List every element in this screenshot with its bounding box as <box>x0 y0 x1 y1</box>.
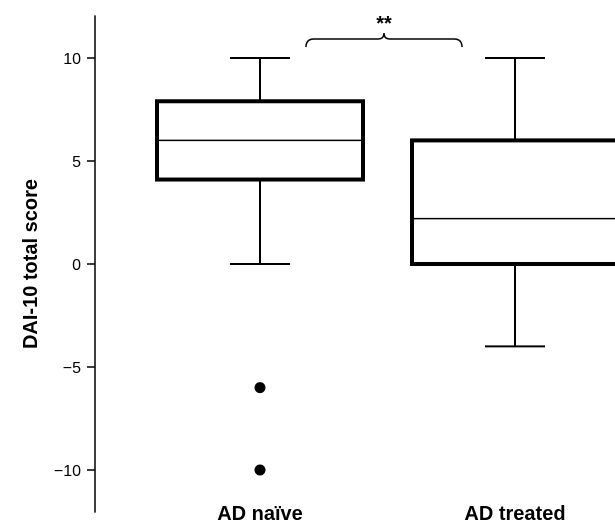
y-axis-title: DAI-10 total score <box>20 179 42 349</box>
y-ticks: 10 5 0 −5 −10 <box>54 51 95 480</box>
category-label: AD naïve <box>217 503 303 525</box>
significance-label: ** <box>376 13 392 35</box>
y-tick-label: 10 <box>63 51 81 68</box>
category-labels: AD naïve AD treated <box>217 503 565 525</box>
category-label: AD treated <box>464 503 565 525</box>
y-tick-label: 5 <box>72 154 81 171</box>
box-1 <box>155 57 365 476</box>
outlier-point <box>254 382 266 394</box>
boxes <box>155 57 615 476</box>
y-tick-label: −10 <box>54 463 81 480</box>
outlier-point <box>254 464 266 476</box>
box-2 <box>410 57 615 348</box>
y-tick-label: 0 <box>72 257 81 274</box>
y-tick-label: −5 <box>63 360 81 377</box>
iqr-box <box>410 138 615 266</box>
significance-bracket: ** <box>305 13 463 48</box>
significance-bracket-line <box>305 32 463 48</box>
